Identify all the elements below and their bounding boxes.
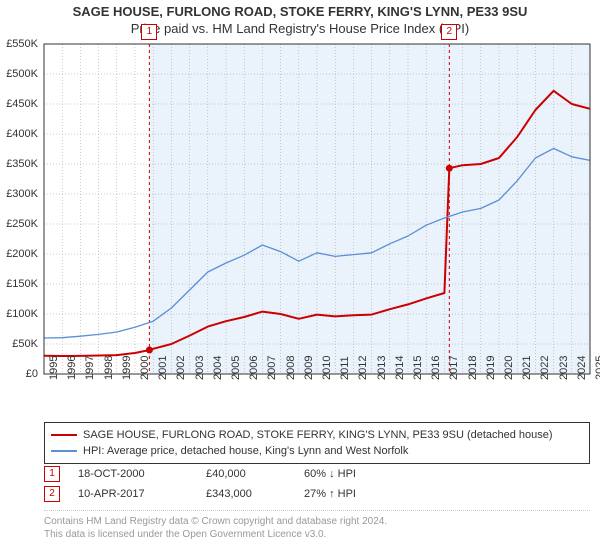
x-axis-label: 2004 xyxy=(212,356,224,380)
sale-marker-flag: 1 xyxy=(141,24,157,40)
sale-row: 1 18-OCT-2000 £40,000 60% ↓ HPI xyxy=(44,464,590,484)
footer-line1: Contains HM Land Registry data © Crown c… xyxy=(44,515,590,528)
x-axis-label: 2013 xyxy=(376,356,388,380)
y-axis-label: £0 xyxy=(0,368,38,380)
x-axis-label: 2022 xyxy=(539,356,551,380)
x-axis-label: 2006 xyxy=(248,356,260,380)
x-axis-label: 2010 xyxy=(321,356,333,380)
chart-area: £0£50K£100K£150K£200K£250K£300K£350K£400… xyxy=(44,44,590,374)
legend-row-hpi: HPI: Average price, detached house, King… xyxy=(51,443,583,459)
sale-diff: 27% ↑ HPI xyxy=(304,488,424,500)
x-axis-label: 1997 xyxy=(84,356,96,380)
x-axis-label: 2014 xyxy=(394,356,406,380)
y-axis-label: £250K xyxy=(0,218,38,230)
x-axis-label: 2023 xyxy=(558,356,570,380)
x-axis-label: 2016 xyxy=(430,356,442,380)
x-axis-label: 1995 xyxy=(48,356,60,380)
legend-row-price: SAGE HOUSE, FURLONG ROAD, STOKE FERRY, K… xyxy=(51,427,583,443)
x-axis-label: 1996 xyxy=(66,356,78,380)
x-axis-label: 2017 xyxy=(448,356,460,380)
sale-price: £343,000 xyxy=(206,488,286,500)
y-axis-label: £200K xyxy=(0,248,38,260)
y-axis-label: £400K xyxy=(0,128,38,140)
y-axis-label: £100K xyxy=(0,308,38,320)
legend-swatch-price xyxy=(51,434,77,436)
x-axis-label: 2008 xyxy=(285,356,297,380)
x-axis-label: 2011 xyxy=(339,356,351,380)
y-axis-label: £300K xyxy=(0,188,38,200)
x-axis-label: 2003 xyxy=(194,356,206,380)
sale-marker: 1 xyxy=(44,466,60,482)
x-axis-label: 2025 xyxy=(594,356,600,380)
x-axis-label: 2012 xyxy=(357,356,369,380)
chart-container: SAGE HOUSE, FURLONG ROAD, STOKE FERRY, K… xyxy=(0,0,600,560)
legend-swatch-hpi xyxy=(51,450,77,452)
chart-subtitle: Price paid vs. HM Land Registry's House … xyxy=(0,19,600,40)
x-axis-label: 2024 xyxy=(576,356,588,380)
x-axis-label: 2009 xyxy=(303,356,315,380)
sale-marker-flag: 2 xyxy=(441,24,457,40)
y-axis-label: £550K xyxy=(0,38,38,50)
legend-label-price: SAGE HOUSE, FURLONG ROAD, STOKE FERRY, K… xyxy=(83,429,553,441)
x-axis-label: 2007 xyxy=(266,356,278,380)
y-axis-label: £500K xyxy=(0,68,38,80)
x-axis-label: 1999 xyxy=(121,356,133,380)
x-axis-label: 2018 xyxy=(467,356,479,380)
x-axis-label: 2021 xyxy=(521,356,533,380)
y-axis-label: £350K xyxy=(0,158,38,170)
sale-date: 18-OCT-2000 xyxy=(78,468,188,480)
footer: Contains HM Land Registry data © Crown c… xyxy=(44,510,590,541)
legend: SAGE HOUSE, FURLONG ROAD, STOKE FERRY, K… xyxy=(44,422,590,464)
y-axis-label: £450K xyxy=(0,98,38,110)
x-axis-label: 2002 xyxy=(175,356,187,380)
x-axis-label: 1998 xyxy=(103,356,115,380)
y-axis-label: £150K xyxy=(0,278,38,290)
x-axis-label: 2015 xyxy=(412,356,424,380)
line-chart xyxy=(44,44,590,374)
sale-price: £40,000 xyxy=(206,468,286,480)
x-axis-label: 2000 xyxy=(139,356,151,380)
sale-date: 10-APR-2017 xyxy=(78,488,188,500)
footer-line2: This data is licensed under the Open Gov… xyxy=(44,528,590,541)
x-axis-label: 2019 xyxy=(485,356,497,380)
sale-row: 2 10-APR-2017 £343,000 27% ↑ HPI xyxy=(44,484,590,504)
sale-diff: 60% ↓ HPI xyxy=(304,468,424,480)
sale-marker: 2 xyxy=(44,486,60,502)
x-axis-label: 2001 xyxy=(157,356,169,380)
chart-title: SAGE HOUSE, FURLONG ROAD, STOKE FERRY, K… xyxy=(0,0,600,19)
sales-table: 1 18-OCT-2000 £40,000 60% ↓ HPI 2 10-APR… xyxy=(44,464,590,504)
x-axis-label: 2005 xyxy=(230,356,242,380)
y-axis-label: £50K xyxy=(0,338,38,350)
x-axis-label: 2020 xyxy=(503,356,515,380)
legend-label-hpi: HPI: Average price, detached house, King… xyxy=(83,445,408,457)
